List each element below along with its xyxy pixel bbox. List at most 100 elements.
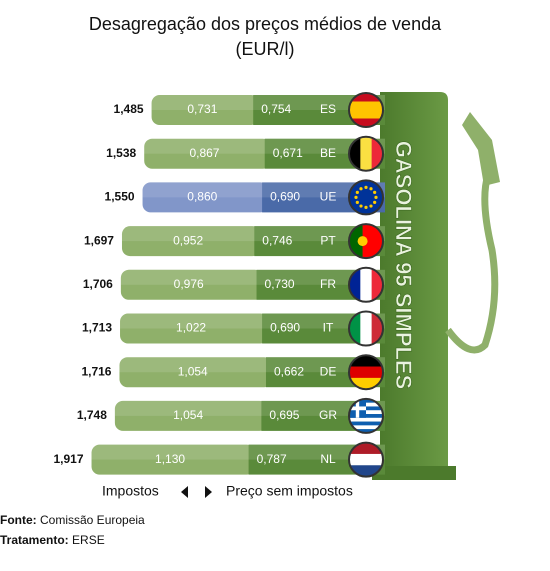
flag-fill [349,442,383,477]
flag-ring [348,179,384,216]
flag-part [362,224,383,259]
legend-arrow [181,486,188,498]
flag-part [360,267,372,302]
value-label: 0,671 [273,146,303,160]
bar-shine [119,357,385,373]
flag-fill [349,267,383,302]
bar-shine [114,400,385,416]
flag-part [349,355,383,367]
flag [348,223,384,260]
total-label: 1,716 [81,364,111,378]
flag-ring [348,354,384,391]
category-label: UE [320,190,337,204]
flag [348,266,384,303]
value-label: 1,054 [178,364,208,378]
category-label: NL [320,452,336,466]
flag [348,92,384,128]
flag-ring [348,92,384,128]
flag-part [349,101,383,119]
category-label: FR [320,277,336,291]
flag-star [374,195,378,199]
category-label: BE [320,146,336,160]
flag-part [360,311,372,346]
total-label: 1,706 [83,277,113,291]
bar-segment [144,138,271,169]
value-label: 0,976 [174,277,204,291]
source: Tratamento: ERSE [0,533,105,547]
value-label: 0,860 [187,190,217,204]
bar-shine [91,444,386,460]
total-label: 1,538 [106,146,136,160]
bar-segment [114,400,268,431]
flag-part [349,442,383,455]
bars: 1,485 0,731 0,754 ES 1,538 0,867 0,671 BE 1,550 0… [54,92,386,478]
value-label: 0,952 [173,233,203,247]
flag-part [357,236,368,247]
flag-part [349,421,383,426]
legend-label: Impostos [102,483,159,499]
legend-arrow [205,486,212,498]
flag-ring [348,266,384,303]
flag-part [349,429,383,433]
value-label: 0,662 [274,364,304,378]
flag-ring [348,397,384,434]
flag-star [373,200,377,204]
value-label: 0,787 [257,452,287,466]
flag-star [359,187,363,191]
flag-star [373,190,377,194]
flag-part [349,136,361,171]
category-label: IT [323,321,334,335]
value-label: 1,130 [155,452,185,466]
flag-part [371,267,383,302]
bar-segment [121,226,261,257]
flag [348,397,384,434]
bar-segment [120,269,263,300]
flag-part [349,118,383,127]
value-label: 1,022 [176,321,206,335]
category-label: ES [320,102,336,116]
value-label: 0,746 [262,233,292,247]
flag-part [355,398,360,418]
category-label: PT [320,233,336,247]
flag-fill [349,93,383,127]
bar-segment [151,95,260,125]
bar-shine [142,182,385,198]
legend-label: Preço sem impostos [226,483,353,499]
flag-part [349,267,361,302]
bar-segment [119,357,272,388]
bar-shine [120,313,386,329]
flag [348,179,384,216]
flag [348,354,384,391]
bar-shine [120,269,385,285]
category-label: DE [320,364,337,378]
total-label: 1,917 [54,452,84,466]
flag-part [349,311,361,346]
flag-star [364,205,368,209]
bar-segment [91,444,255,475]
flag-fill [349,224,383,259]
product-label: GASOLINA 95 SIMPLES [391,141,416,390]
flag-part [371,136,383,171]
bar-segment [142,182,269,213]
flag-part [349,465,383,477]
value-label: 0,730 [265,277,295,291]
flag-part [349,425,383,430]
flag-fill [349,355,383,390]
chart-title: Desagregação dos preços médios de venda [89,14,442,34]
flag-star [355,190,359,194]
value-label: 0,695 [269,408,299,422]
flag-part [349,377,383,390]
flag-ring [348,441,384,478]
value-label: 0,867 [189,146,219,160]
flag-star [355,200,359,204]
value-label: 0,754 [261,102,291,116]
flag-star [369,204,373,208]
flag-star [369,187,373,191]
flag-part [349,453,383,466]
flag-ring [348,223,384,260]
bar-shine [151,95,385,110]
total-label: 1,713 [82,321,112,335]
flag-fill [349,311,383,346]
flag-part [360,136,372,171]
